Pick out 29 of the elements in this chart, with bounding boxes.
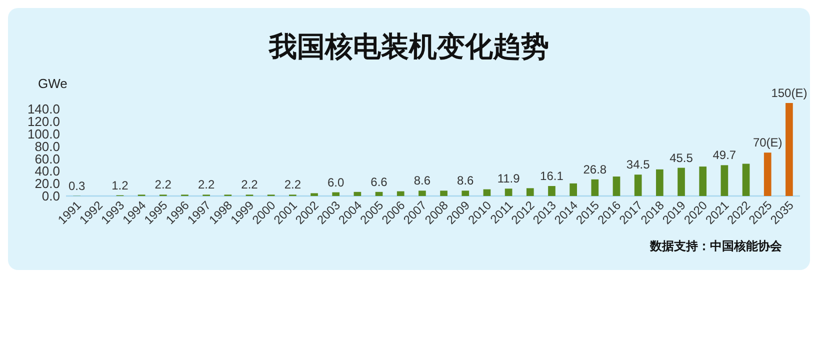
y-tick-label: 100.0	[27, 126, 60, 142]
y-tick-label: 0.0	[42, 188, 60, 204]
y-tick-label: 120.0	[27, 114, 60, 130]
data-label: 26.8	[583, 162, 607, 176]
data-label: 2.2	[284, 178, 302, 192]
data-label: 6.6	[370, 174, 388, 189]
data-label: 34.5	[626, 158, 650, 172]
y-tick-label: 40.0	[34, 164, 60, 179]
y-tick-label: 140.0	[27, 102, 60, 117]
data-label: 2.2	[241, 178, 258, 192]
annotation: 数据支持：中国核能协会	[650, 239, 782, 253]
data-label: 8.6	[457, 174, 474, 188]
data-label: 11.9	[497, 172, 520, 186]
y-tick-label: 80.0	[34, 138, 60, 154]
data-label: 2.2	[198, 178, 215, 192]
data-label: 0.3	[68, 178, 86, 193]
data-label: 8.6	[414, 174, 431, 188]
title: 我国核电装机变化趋势	[269, 31, 549, 62]
y-tick-label: 60.0	[34, 151, 60, 166]
data-label: 45.5	[670, 150, 694, 165]
data-label: 70(E)	[752, 136, 782, 150]
data-label: 49.7	[712, 148, 736, 162]
ylabel: GWe	[38, 76, 68, 91]
data-label: 16.1	[540, 169, 564, 184]
data-label: 2.2	[154, 178, 172, 192]
data-label: 6.0	[328, 175, 345, 190]
y-tick-label: 20.0	[34, 176, 60, 192]
data-label: 150(E)	[771, 86, 808, 100]
data-label: 1.2	[112, 178, 129, 192]
